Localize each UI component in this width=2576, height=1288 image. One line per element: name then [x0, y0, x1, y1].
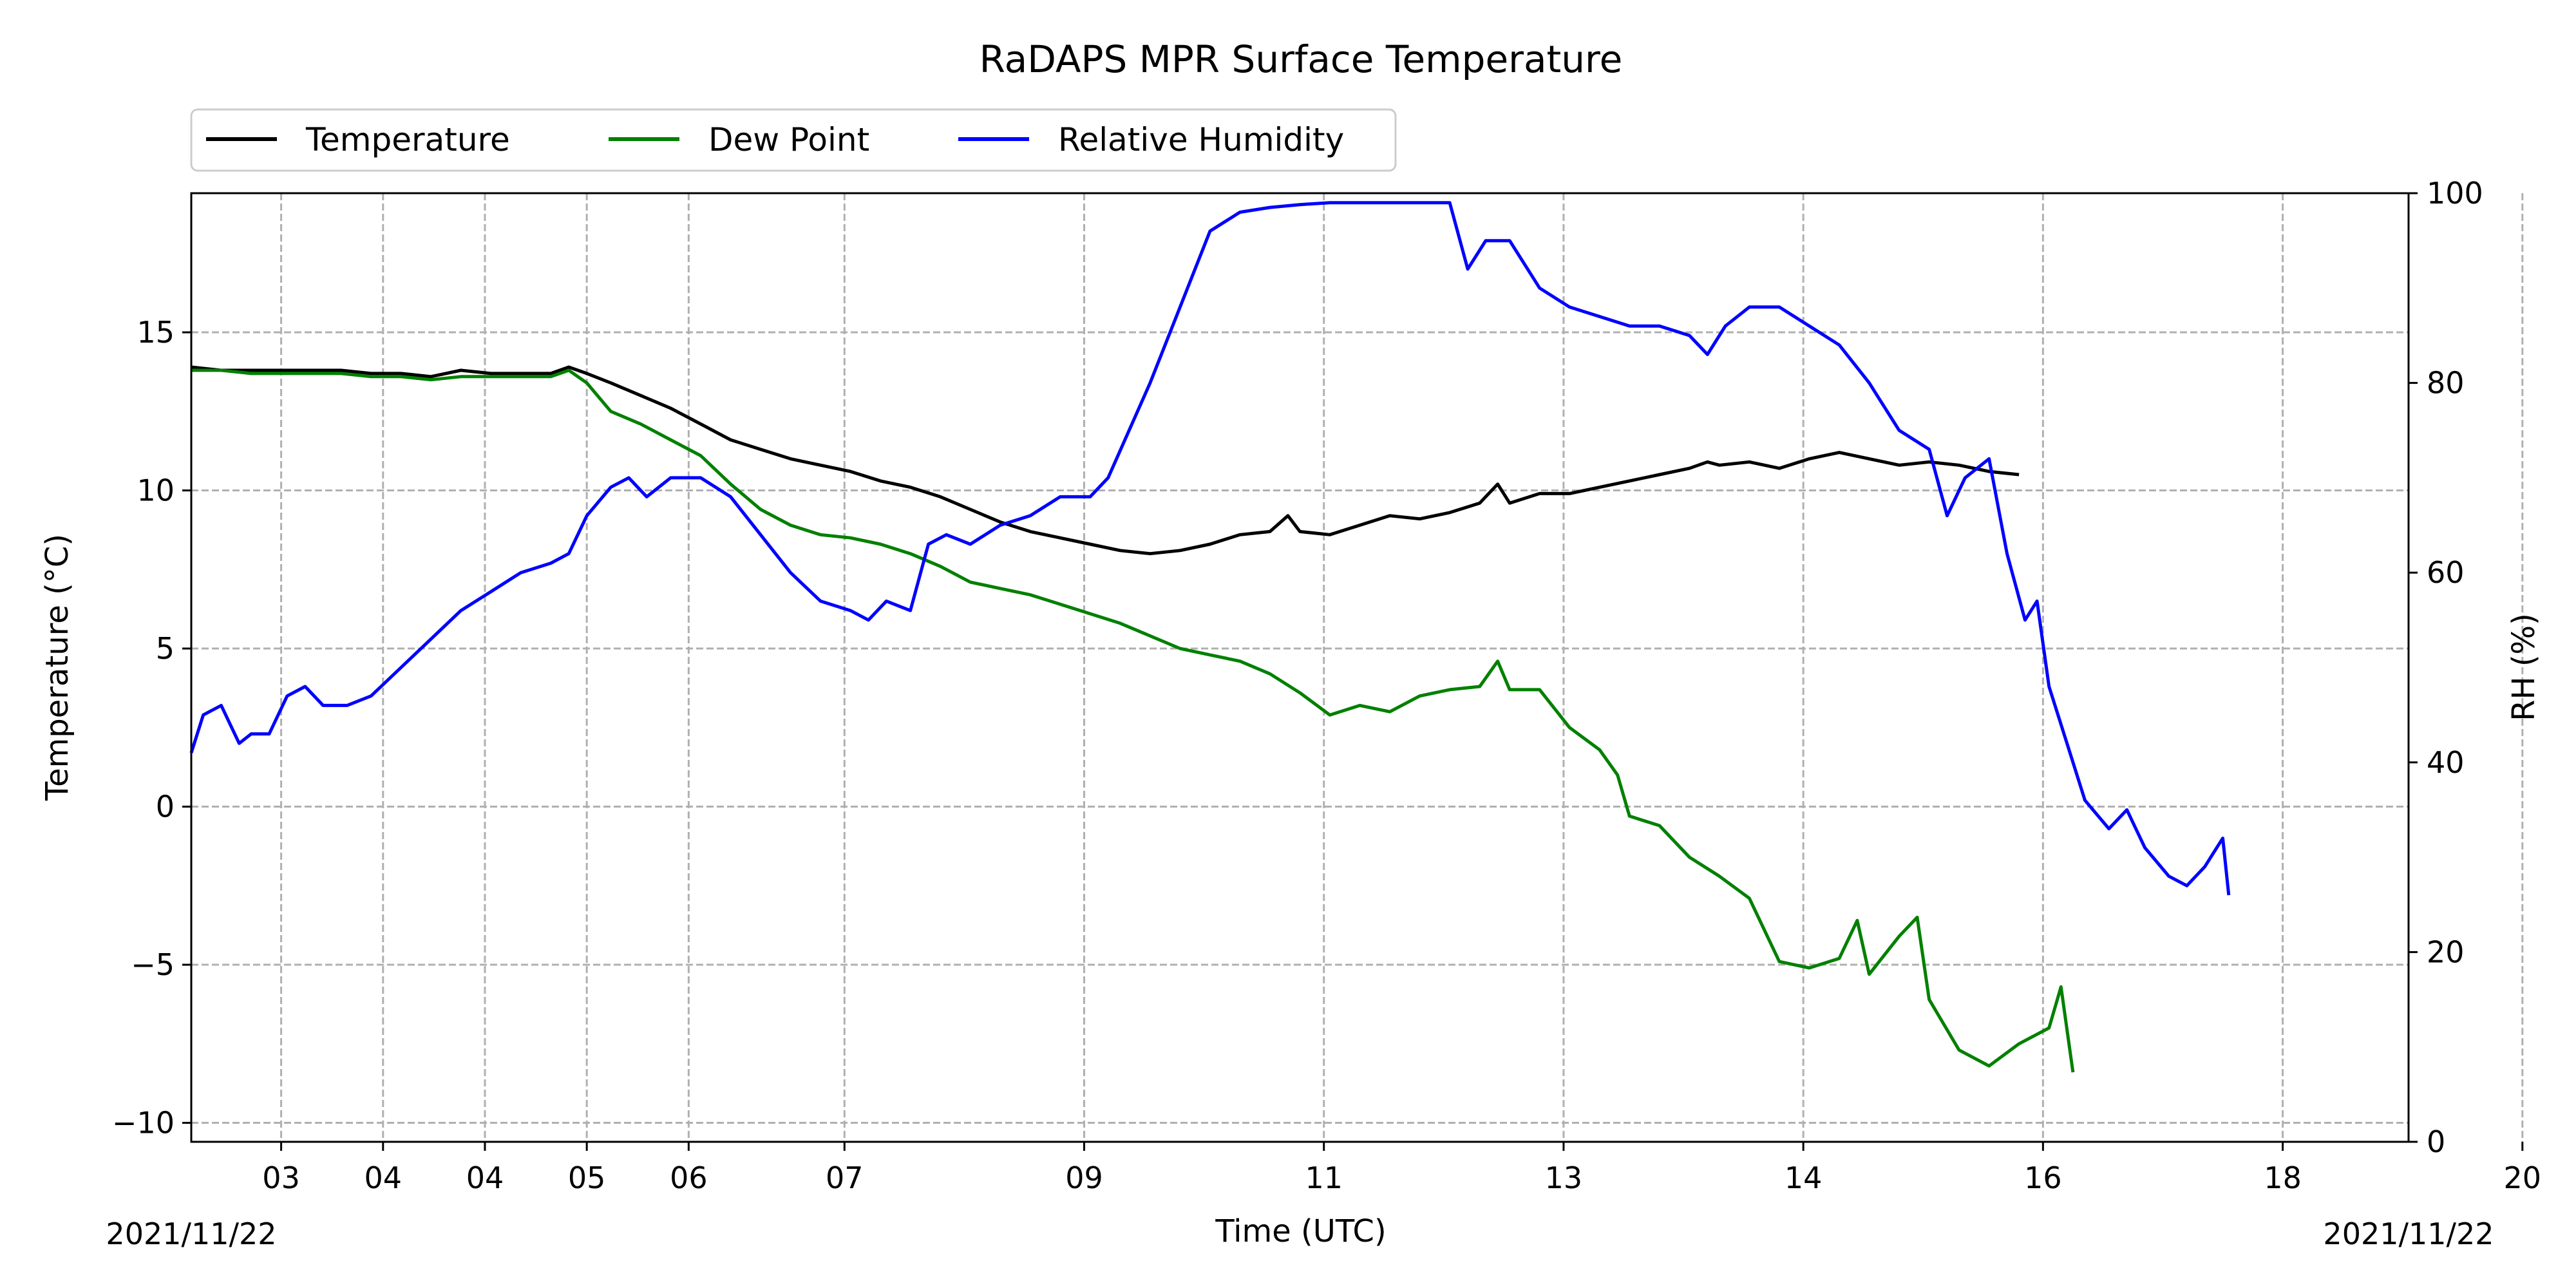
x-tick-label: 05 — [568, 1160, 606, 1195]
x-axis: 03 04 04 05 06 07 09 11 13 14 16 18 20 — [262, 1142, 2541, 1195]
x-tick-label: 03 — [262, 1160, 300, 1195]
date-right-label: 2021/11/22 — [2323, 1217, 2494, 1251]
x-tick-label: 04 — [466, 1160, 504, 1195]
grid-lines — [191, 193, 2524, 1142]
y2-tick-label: 100 — [2427, 176, 2483, 211]
x-tick-label: 04 — [364, 1160, 402, 1195]
x-tick-label: 09 — [1065, 1160, 1103, 1195]
x-tick-label: 14 — [1785, 1160, 1823, 1195]
x-tick-label: 18 — [2264, 1160, 2302, 1195]
x-tick-label: 11 — [1305, 1160, 1343, 1195]
legend-label: Temperature — [305, 121, 510, 158]
y2-tick-label: 0 — [2427, 1124, 2445, 1159]
y-axis-label: Temperature (°C) — [39, 534, 75, 801]
y2-tick-label: 60 — [2427, 555, 2465, 590]
series-layer — [189, 201, 2231, 1073]
y-tick-label: 5 — [156, 631, 175, 666]
plot-frame — [190, 192, 2410, 1143]
y2-tick-label: 40 — [2427, 745, 2465, 780]
legend-label: Relative Humidity — [1058, 121, 1344, 158]
x-tick-label: 07 — [826, 1160, 864, 1195]
legend-label: Dew Point — [708, 121, 869, 158]
x-axis-label: Time (UTC) — [1215, 1213, 1386, 1249]
y2-tick-label: 80 — [2427, 366, 2465, 401]
y-axis-left: −10 −5 0 5 10 15 — [112, 315, 191, 1141]
y-tick-label: −5 — [131, 947, 175, 982]
series-line-relative-humidity — [189, 201, 2231, 896]
y2-axis-label: RH (%) — [2506, 613, 2542, 721]
y-axis-right: 0 20 40 60 80 100 — [2409, 176, 2483, 1159]
x-tick-label: 13 — [1545, 1160, 1583, 1195]
legend: Temperature Dew Point Relative Humidity — [190, 108, 1397, 172]
y2-tick-label: 20 — [2427, 934, 2465, 969]
y-tick-label: 0 — [156, 790, 175, 824]
y-tick-label: 10 — [137, 473, 175, 508]
legend-box — [190, 108, 1397, 172]
x-tick-label: 20 — [2504, 1160, 2542, 1195]
x-tick-label: 16 — [2024, 1160, 2062, 1195]
x-tick-label: 06 — [670, 1160, 708, 1195]
date-left-label: 2021/11/22 — [106, 1217, 276, 1251]
y-tick-label: −10 — [112, 1106, 175, 1141]
y-tick-label: 15 — [137, 315, 175, 350]
series-line-temperature — [191, 365, 2020, 556]
series-line-dew-point — [191, 368, 2075, 1073]
chart-title: RaDAPS MPR Surface Temperature — [980, 37, 1623, 81]
